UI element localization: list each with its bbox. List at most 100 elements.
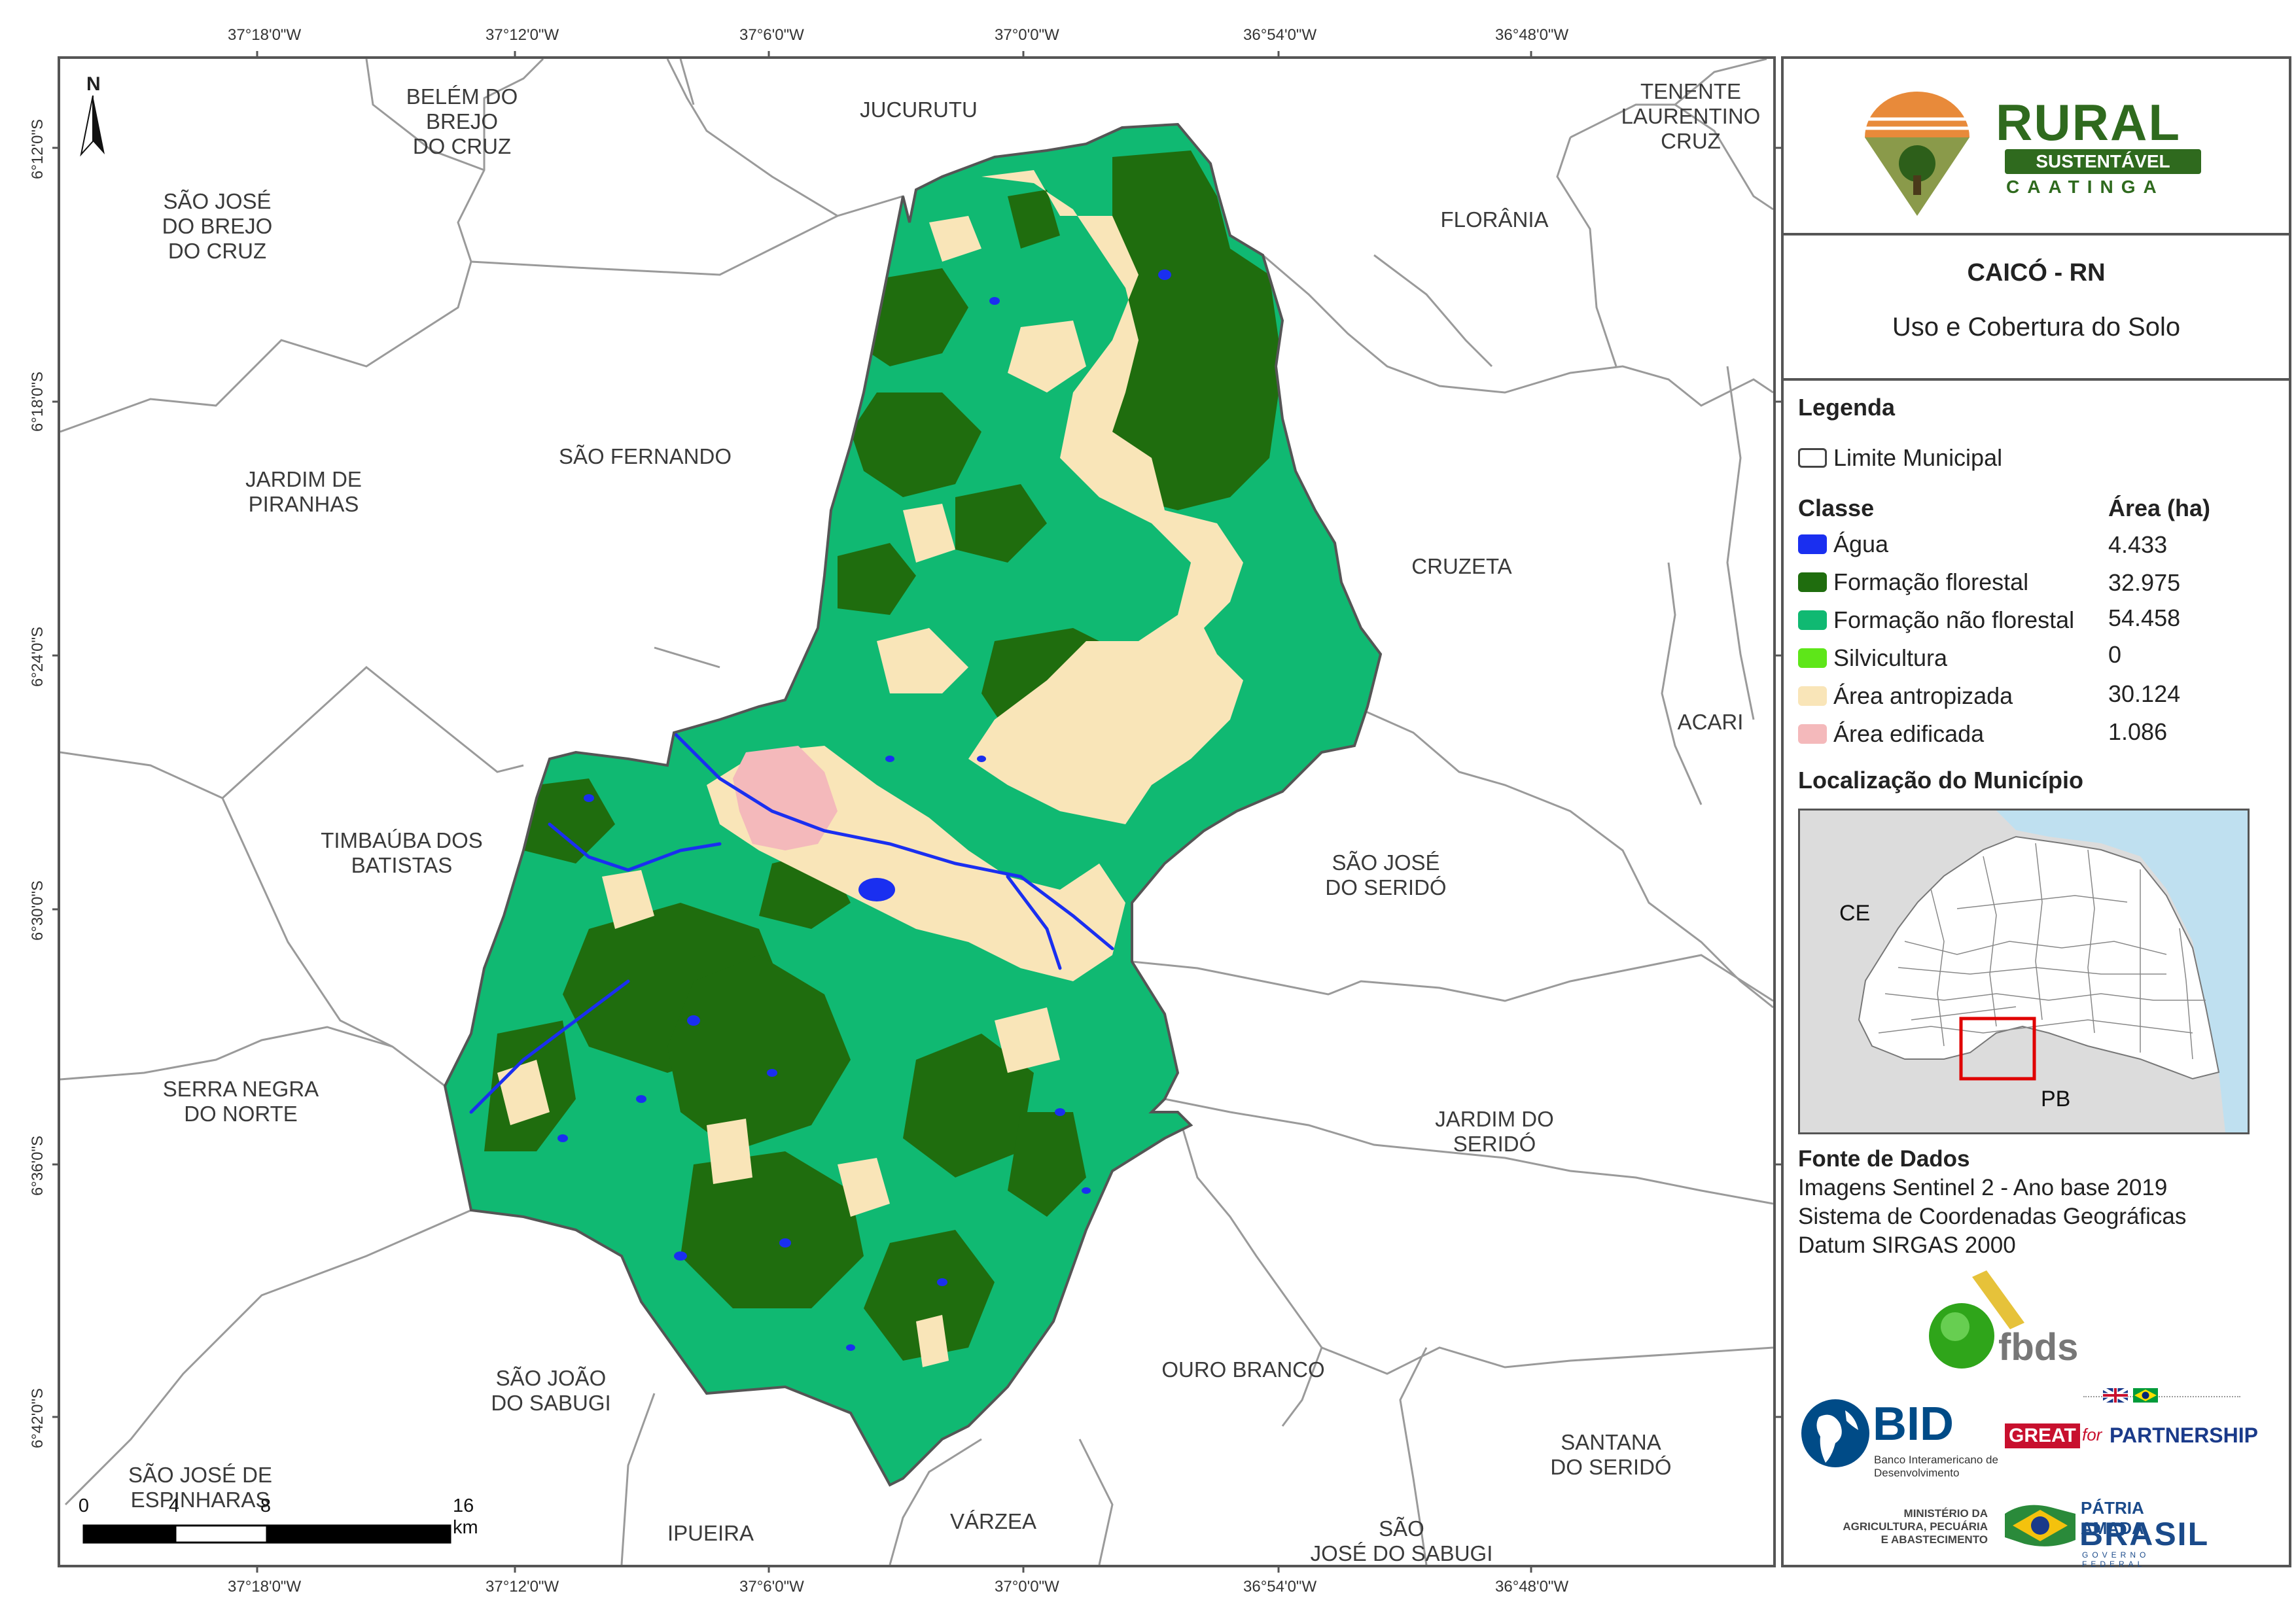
legend-class-label: Formação não florestal (1833, 606, 2075, 633)
muni-label-timbauba-dos-batistas: TIMBAÚBA DOS BATISTAS (321, 828, 483, 877)
location-title: Localização do Município (1798, 767, 2084, 794)
muni-label-santana-do-serido: SANTANA DO SERIDÓ (1550, 1430, 1672, 1479)
source-line-1: Imagens Sentinel 2 - Ano base 2019 (1798, 1175, 2168, 1200)
bid-text: BID (1873, 1398, 1954, 1450)
muni-label-florania: FLORÂNIA (1440, 207, 1549, 232)
great-partnership-logo: GREAT for PARTNERSHIP (2005, 1388, 2258, 1459)
north-arrow-icon (80, 96, 105, 157)
coord-bottom-3: 37°6'0"W (739, 1578, 804, 1596)
legend-panel-frame (1781, 56, 2291, 1567)
legend-class-formacao-nao-florestal: Formação não florestal (1798, 606, 2075, 633)
legend-class-label: Área edificada (1833, 720, 1985, 747)
formacao-nao-florestal-swatch-icon (1798, 610, 1827, 630)
logo-caatinga: CAATINGA (2006, 177, 2164, 197)
fbds-text: fbds (1998, 1326, 2079, 1369)
coord-bottom-5: 36°54'0"W (1243, 1578, 1317, 1596)
muni-label-ouro-branco: OURO BRANCO (1161, 1357, 1325, 1382)
great-for: for (2082, 1425, 2102, 1444)
agua-swatch-icon (1798, 534, 1827, 554)
legend-area-header: Área (ha) (2108, 495, 2211, 521)
brasil-line3: GOVERNO FEDERAL (2082, 1550, 2150, 1569)
fbds-logo-icon (1929, 1270, 2024, 1369)
north-label: N (86, 73, 101, 95)
source-line-3: Datum SIRGAS 2000 (1798, 1232, 2016, 1258)
brasil-flag-icon (2005, 1505, 2075, 1546)
muni-label-jardim-de-piranhas: JARDIM DE PIRANHAS (245, 467, 362, 516)
legend-class-value: 0 (2108, 641, 2122, 668)
locator-label-ce: CE (1839, 901, 1870, 926)
legend-class-value: 54.458 (2108, 604, 2181, 631)
muni-label-sao-joao-do-sabugi: SÃO JOÃO DO SABUGI (491, 1366, 611, 1415)
brasil-line2: BRASIL (2079, 1516, 2210, 1552)
legend-class-agua: Água (1798, 531, 1888, 557)
coord-top-1: 37°18'0"W (228, 26, 302, 44)
boundary-swatch-icon (1798, 448, 1827, 468)
bid-globe-icon (1801, 1399, 1869, 1467)
muni-label-cruzeta: CRUZETA (1411, 554, 1512, 578)
map-frame (58, 56, 1776, 1567)
legend-class-silvicultura: Silvicultura (1798, 644, 1948, 671)
brasil-logo: PÁTRIA AMADA BRASIL GOVERNO FEDERAL (2005, 1498, 2208, 1569)
legend-class-label: Formação florestal (1833, 568, 2029, 595)
legend-class-value: 30.124 (2108, 680, 2181, 707)
locator-label-pb: PB (2041, 1087, 2070, 1111)
legend-class-label: Área antropizada (1833, 682, 2013, 709)
north-arrow: N (79, 73, 107, 158)
muni-label-jucurutu: JUCURUTU (860, 97, 978, 122)
ministry-text: MINISTÉRIO DA AGRICULTURA, PECUÁRIA E AB… (1843, 1507, 1988, 1546)
legend-class-value: 1.086 (2108, 718, 2168, 745)
legend-title: Legenda (1798, 394, 1896, 421)
muni-label-varzea: VÁRZEA (949, 1509, 1037, 1533)
logo-sustentavel: SUSTENTÁVEL (2005, 149, 2201, 174)
logo-rural: RURAL (1996, 94, 2181, 151)
legend-class-area-edificada: Área edificada (1798, 720, 1985, 747)
muni-label-acari: ACARI (1677, 710, 1744, 734)
coord-bottom-1: 37°18'0"W (228, 1578, 302, 1596)
muni-label-sao-jose-do-serido: SÃO JOSÉ DO SERIDÓ (1325, 850, 1447, 899)
locator-map: CE PB (1798, 809, 2250, 1134)
logo-emblem-icon (1865, 92, 1969, 216)
bid-subtext: Banco Interamericano de Desenvolvimento (1874, 1454, 1998, 1479)
brasil-line1: PÁTRIA AMADA (2081, 1498, 2144, 1538)
coord-top-2: 37°12'0"W (486, 26, 559, 44)
legend-class-label: Silvicultura (1833, 644, 1948, 671)
legend-boundary: Limite Municipal (1798, 444, 2002, 471)
map-title: CAICÓ - RN (1967, 259, 2106, 287)
area-antropizada-swatch-icon (1798, 686, 1827, 706)
map-subtitle: Uso e Cobertura do Solo (1892, 313, 2181, 341)
formacao-florestal-swatch-icon (1798, 572, 1827, 592)
rural-sustentavel-logo: RURAL SUSTENTÁVEL CAATINGA (1852, 85, 2218, 222)
scale-label-0: 0 (78, 1495, 90, 1516)
muni-label-sao-jose-de-espinharas: SÃO JOSÉ DE ESPINHARAS (128, 1463, 273, 1512)
municipal-boundaries (60, 59, 1773, 1565)
coord-top-3: 37°6'0"W (739, 26, 804, 44)
great-partnership: PARTNERSHIP (2110, 1423, 2258, 1447)
silvicultura-swatch-icon (1798, 648, 1827, 668)
muni-label-sao-jose-do-brejo-do-cruz: SÃO JOSÉ DO BREJO DO CRUZ (162, 189, 273, 263)
legend-class-area-antropizada: Área antropizada (1798, 682, 2013, 709)
coord-top-5: 36°54'0"W (1243, 26, 1317, 44)
coord-bottom-2: 37°12'0"W (486, 1578, 559, 1596)
map-canvas (60, 59, 1773, 1565)
scale-label-8: 8 (260, 1495, 272, 1516)
muni-label-jardim-do-serido: JARDIM DO SERIDÓ (1435, 1107, 1554, 1156)
coord-top-6: 36°48'0"W (1495, 26, 1569, 44)
muni-label-ipueira: IPUEIRA (667, 1521, 754, 1545)
muni-label-tenente-laurentino-cruz: TENENTE LAURENTINO CRUZ (1621, 79, 1761, 153)
legend-class-value: 4.433 (2108, 531, 2168, 558)
uk-brazil-flags-icon (2103, 1388, 2158, 1404)
source-title: Fonte de Dados (1798, 1146, 1970, 1172)
area-edificada-swatch-icon (1798, 724, 1827, 744)
coordinate-ticks (52, 51, 1781, 1573)
coord-top-4: 37°0'0"W (995, 26, 1059, 44)
source-line-2: Sistema de Coordenadas Geográficas (1798, 1204, 2187, 1229)
bid-logo: BID Banco Interamericano de Desenvolvime… (1799, 1397, 1998, 1482)
scale-bar: 0 4 8 16 km (73, 1495, 492, 1554)
fbds-logo: fbds (1926, 1270, 2096, 1375)
caico-boundary (443, 122, 1383, 1487)
scale-label-4: 4 (168, 1495, 180, 1516)
legend-class-value: 32.975 (2108, 569, 2181, 596)
legend-class-header: Classe (1798, 495, 1875, 521)
muni-label-serra-negra-do-norte: SERRA NEGRA DO NORTE (162, 1077, 319, 1126)
great-badge: GREAT (2005, 1423, 2080, 1448)
